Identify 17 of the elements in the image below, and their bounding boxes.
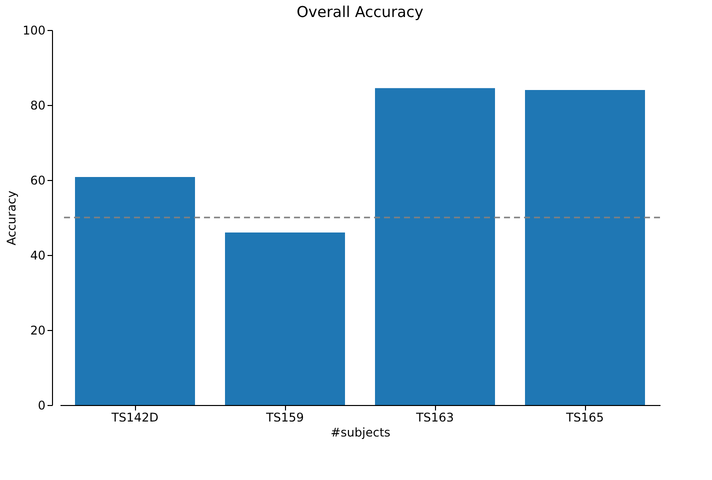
bar (75, 177, 195, 405)
y-tick-label: 0 (38, 398, 46, 412)
y-tick-label: 40 (30, 248, 46, 262)
bar (525, 90, 645, 405)
bar (375, 88, 495, 405)
x-tick-label: TS165 (565, 410, 604, 424)
x-tick-label: TS142D (110, 410, 159, 424)
y-tick-label: 60 (30, 174, 46, 188)
chart-title: Overall Accuracy (296, 3, 424, 21)
y-tick-label: 80 (30, 98, 46, 112)
x-axis-title: #subjects (330, 426, 390, 440)
x-tick-label: TS163 (415, 410, 454, 424)
bar (225, 232, 345, 405)
y-tick-label: 100 (22, 24, 46, 38)
y-tick-label: 20 (30, 324, 46, 338)
y-axis-title: Accuracy (4, 190, 19, 246)
x-tick-label: TS159 (265, 410, 304, 424)
